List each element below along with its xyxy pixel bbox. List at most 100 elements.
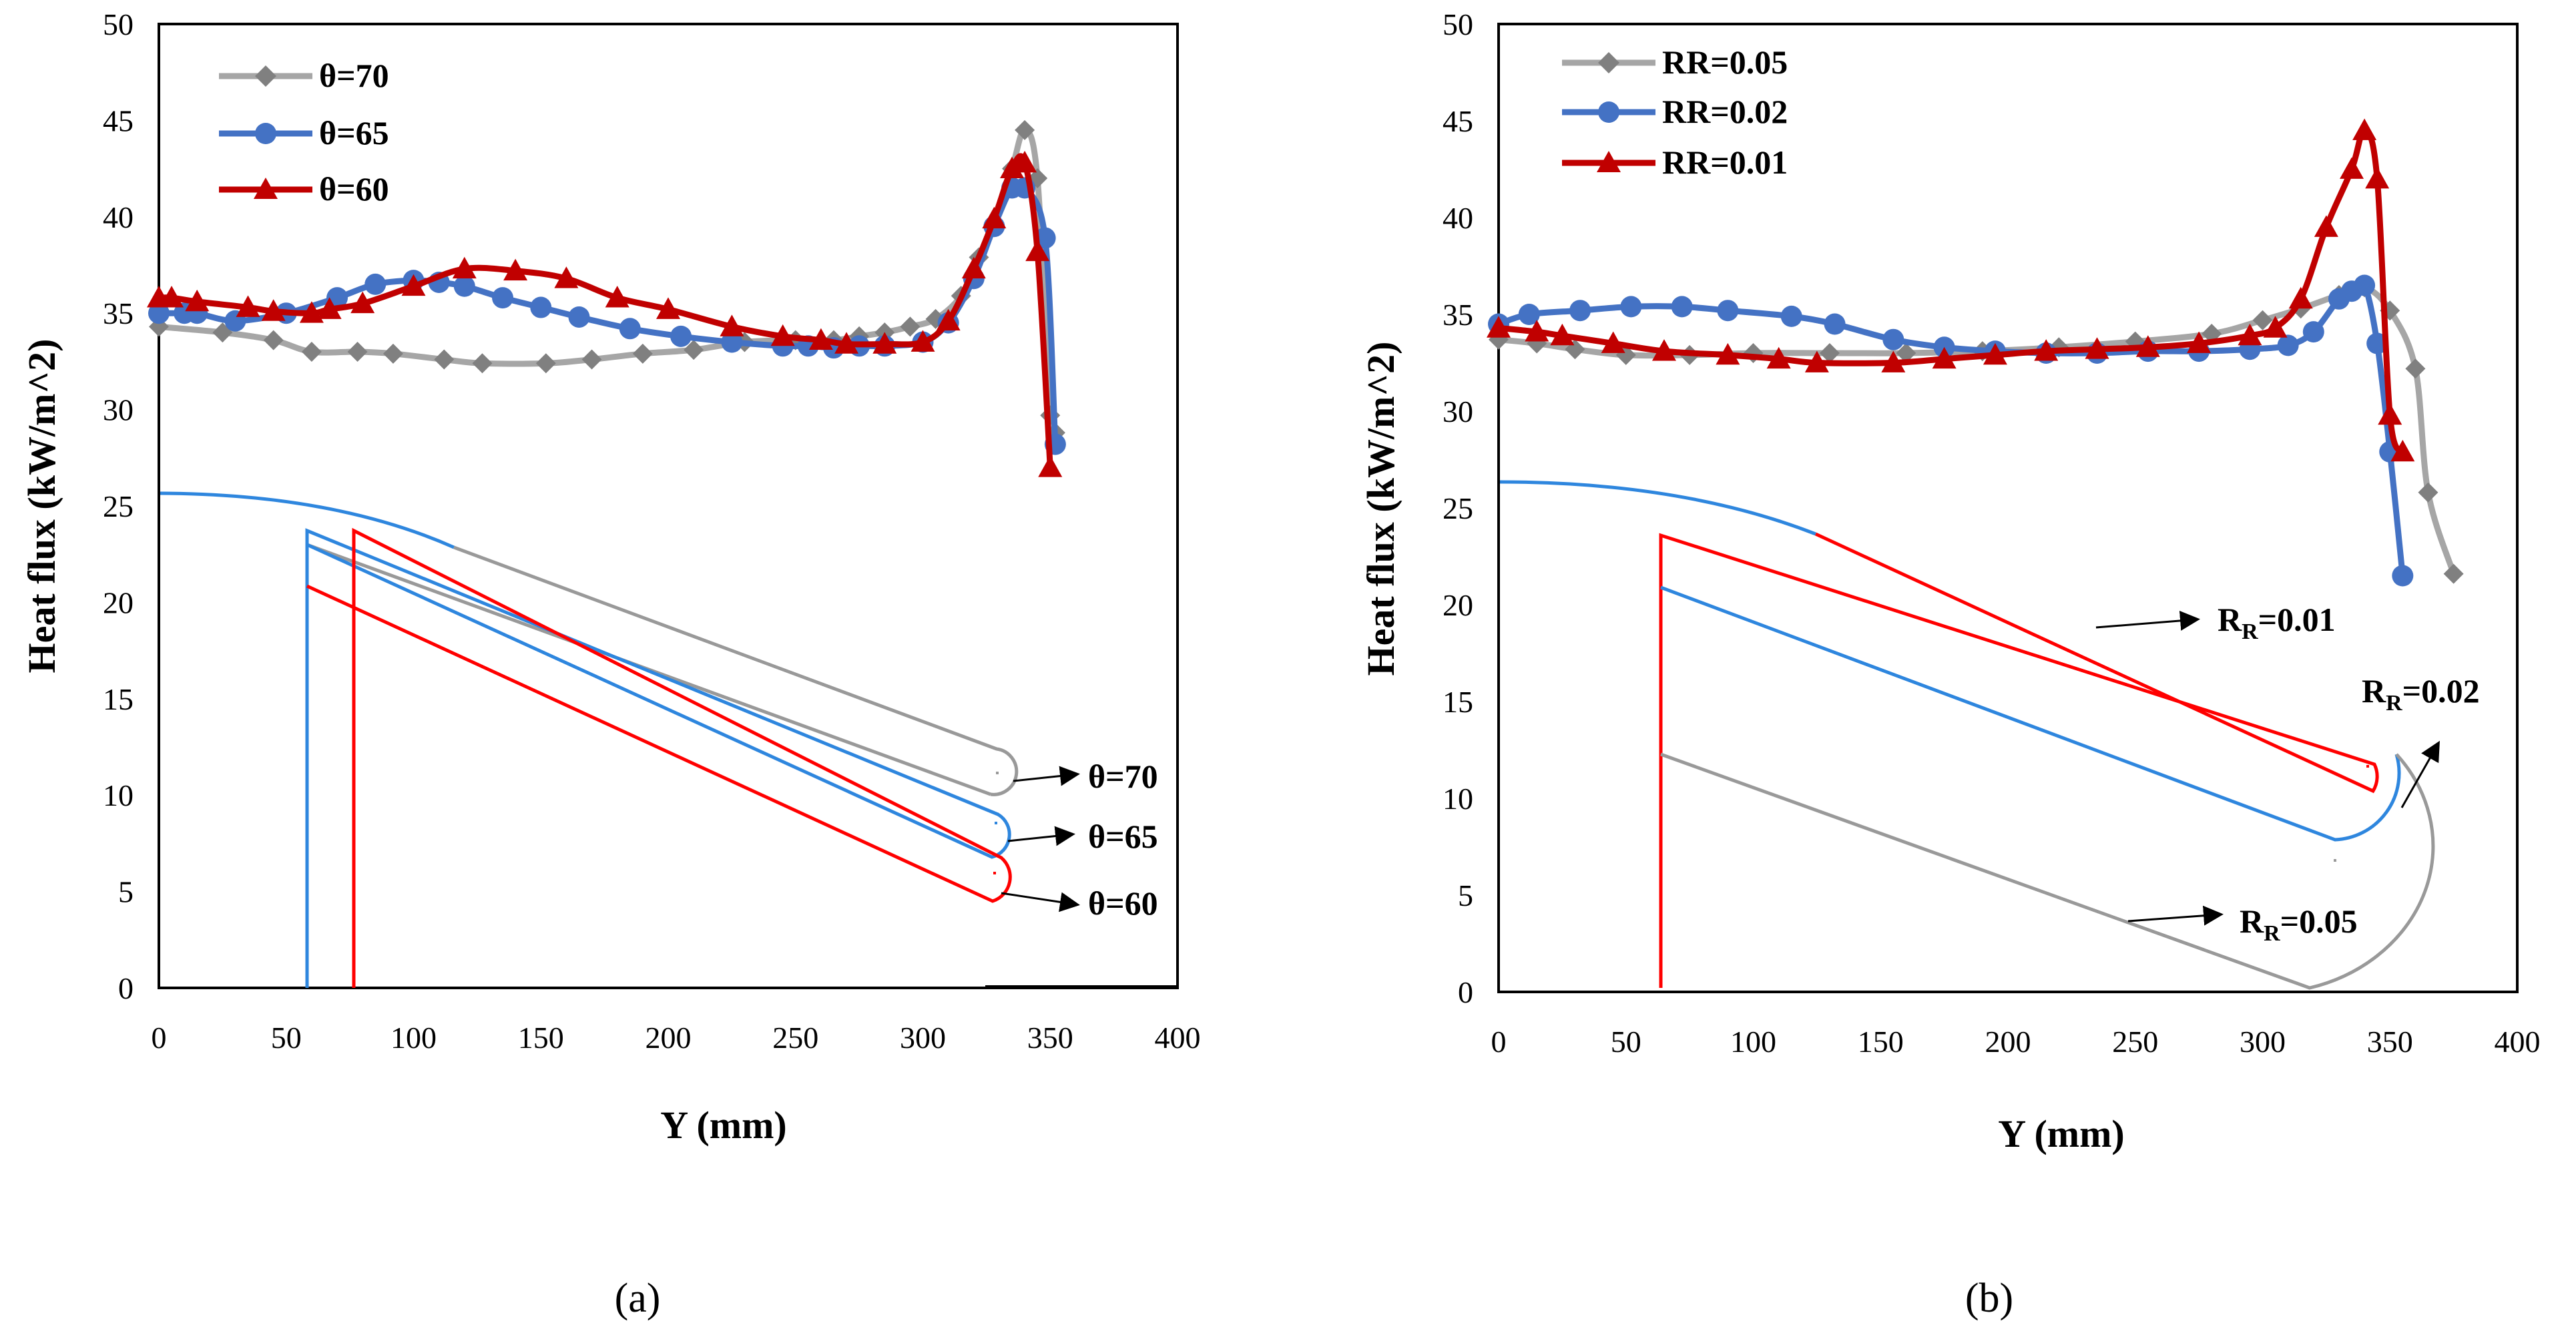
data-point-b-1-7 [1824,313,1846,335]
series-group-b [1487,118,2464,587]
x-tick-b-8: 400 [2495,1025,2541,1059]
data-point-b-2-13 [2135,335,2160,357]
data-point-a-0-23 [1015,119,1035,140]
label-rr005: RR=0.05 [2240,902,2358,946]
data-point-a-1-9 [453,275,475,297]
panel-caption-b: (b) [1965,1276,2013,1321]
data-point-b-1-2 [1569,300,1591,322]
data-point-b-2-3 [1601,331,1625,353]
data-point-a-0-10 [632,343,653,364]
data-point-a-2-13 [656,297,680,319]
y-tick-b-7: 35 [1443,298,1473,332]
data-point-b-2-5 [1716,342,1740,365]
data-point-b-2-16 [2263,316,2288,338]
label-rr001: RR=0.01 [2218,601,2336,644]
legend-a: θ=70 θ=65 θ=60 [219,57,389,208]
data-point-a-2-17 [834,332,859,354]
data-point-b-2-7 [1804,350,1829,372]
data-point-a-2-20 [936,308,961,331]
data-point-a-0-4 [347,341,368,362]
y-tick-b-10: 50 [1443,7,1473,41]
data-point-a-0-8 [535,353,556,374]
data-point-a-0-9 [581,349,602,370]
axis-ticks-a: 0 50 100 150 200 250 300 350 400 0 5 10 15 20 25 30 35 40… [103,7,1201,1055]
x-tick-b-4: 200 [1985,1025,2031,1059]
data-point-a-2-14 [720,314,744,336]
data-point-a-2-2 [185,289,210,312]
plot-frame-b [1497,23,2519,993]
data-point-a-2-12 [605,286,629,308]
x-tick-a-0: 0 [152,1021,167,1055]
series-line-b-1 [1497,279,2406,576]
data-point-b-0-7 [1896,343,1916,363]
y-tick-b-1: 5 [1458,878,1473,912]
label-theta60: θ=60 [1088,884,1158,922]
y-tick-a-6: 30 [103,393,134,427]
legend-a-marker-1 [255,123,276,144]
data-point-b-0-12 [2252,310,2273,330]
data-point-a-2-8 [401,274,426,296]
data-point-b-2-14 [2187,331,2212,353]
legend-a-label-0: θ=70 [319,57,389,94]
legend-b-marker-2 [1597,151,1621,172]
y-tick-a-7: 35 [103,296,134,330]
data-point-a-2-1 [160,286,184,308]
dot-rr001 [2366,765,2369,768]
outer-curve-gray-a [453,545,1019,796]
y-tick-b-4: 20 [1443,588,1473,622]
series-line-b-2 [1498,127,2406,454]
data-point-a-2-9 [452,256,477,279]
data-point-b-2-4 [1651,339,1676,361]
y-tick-b-8: 40 [1443,201,1473,235]
arrow-rr001 [2095,610,2200,631]
y-tick-a-9: 45 [103,103,134,138]
data-point-b-2-20 [2352,118,2377,140]
rr001-wall [1659,532,2379,988]
data-point-b-2-8 [1881,350,1906,372]
data-point-b-1-8 [1882,328,1904,350]
y-tick-b-0: 0 [1458,975,1473,1009]
y-tick-a-3: 15 [103,682,134,716]
data-point-b-1-20 [2354,274,2376,296]
data-point-a-1-6 [364,273,387,295]
dot-theta60 [993,872,996,874]
rr005-wall [1660,752,2435,990]
x-tick-b-1: 50 [1611,1025,1641,1059]
data-point-a-2-18 [872,332,897,354]
data-point-b-2-15 [2238,323,2262,346]
y-tick-b-9: 45 [1443,104,1473,138]
data-point-a-2-7 [350,291,375,314]
data-point-a-1-10 [492,287,514,309]
y-tick-a-5: 25 [103,489,134,523]
panel-caption-a: (a) [615,1276,661,1321]
data-point-b-2-10 [1983,342,2007,365]
outer-curve-b [1499,480,1816,536]
label-theta70: θ=70 [1088,758,1158,795]
y-tick-a-4: 20 [103,585,134,619]
x-tick-a-5: 250 [772,1021,818,1055]
x-axis-label-b: Y (mm) [1998,1112,2125,1155]
data-point-b-1-5 [1717,300,1739,322]
data-point-a-2-19 [911,330,935,352]
y-tick-a-8: 40 [103,200,134,234]
plot-frame-a [158,23,1179,989]
data-point-a-2-15 [770,324,795,346]
x-tick-b-6: 300 [2240,1025,2286,1059]
x-tick-b-3: 150 [1858,1025,1904,1059]
data-point-b-2-23 [2390,439,2415,462]
legend-a-marker-2 [254,178,278,199]
data-point-a-1-15 [721,331,743,353]
theta60-wall [306,527,1012,988]
x-tick-b-2: 100 [1730,1025,1776,1059]
data-point-a-2-25 [1025,239,1050,262]
y-tick-b-2: 10 [1443,782,1473,816]
x-tick-a-2: 100 [391,1021,437,1055]
rr002-wall [1660,585,2401,842]
data-point-b-0-19 [2443,563,2464,584]
x-tick-b-0: 0 [1491,1025,1507,1059]
legend-a-marker-0 [255,65,276,87]
y-tick-a-1: 5 [118,875,134,909]
data-point-a-1-11 [530,296,552,318]
legend-a-label-1: θ=65 [319,114,389,152]
